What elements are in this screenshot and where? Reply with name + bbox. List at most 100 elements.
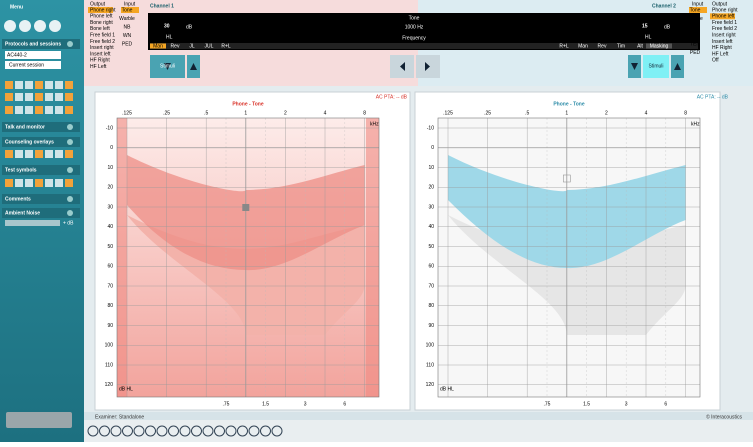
tool-icon[interactable] <box>55 81 63 89</box>
tool-icon[interactable] <box>55 93 63 101</box>
output-option[interactable]: Insert left <box>712 39 733 45</box>
tool-icon[interactable] <box>25 106 33 114</box>
tool-icon[interactable] <box>15 150 23 158</box>
input-option[interactable]: Tone <box>690 7 701 13</box>
tool-icon[interactable] <box>35 81 43 89</box>
input-option[interactable]: Warble <box>119 16 135 22</box>
output-option[interactable]: Insert right <box>90 45 114 51</box>
output-option[interactable]: Free field 2 <box>712 26 737 32</box>
output-option[interactable]: HF Right <box>712 45 732 51</box>
input-option[interactable]: Tone <box>122 7 133 13</box>
toolbar-button[interactable] <box>191 425 202 437</box>
tool-icon[interactable] <box>45 179 53 187</box>
output-option[interactable]: Insert left <box>90 51 111 57</box>
tool-icon[interactable] <box>25 81 33 89</box>
input-option[interactable]: WN <box>123 33 132 39</box>
input-option[interactable]: PED <box>122 41 133 47</box>
tool-icon[interactable] <box>35 179 43 187</box>
input-option[interactable]: WN <box>691 33 700 39</box>
toolbar-button[interactable] <box>225 425 237 437</box>
toolbar-button[interactable] <box>202 425 214 437</box>
toolbar-button[interactable] <box>133 425 145 437</box>
collapse-button[interactable] <box>67 139 73 145</box>
session-select[interactable] <box>5 61 61 69</box>
output-option[interactable]: Bone left <box>90 26 110 32</box>
input-option[interactable]: PED <box>690 50 701 56</box>
toolbar-button[interactable] <box>122 425 133 437</box>
output-option[interactable]: Free field 1 <box>90 33 115 39</box>
output-option[interactable]: HF Right <box>90 58 110 64</box>
tool-icon[interactable] <box>55 179 63 187</box>
tool-icon[interactable] <box>15 81 23 89</box>
toolbar-button[interactable] <box>214 425 225 437</box>
tool-icon[interactable] <box>65 93 73 101</box>
protocol-select[interactable] <box>5 51 61 59</box>
input-option[interactable]: TEN <box>690 41 700 47</box>
output-option[interactable]: Insert right <box>712 33 736 39</box>
input-option[interactable]: Warble <box>687 16 703 22</box>
stimulus: Tone <box>409 15 420 21</box>
db-label: 0 <box>431 145 434 151</box>
output-option[interactable]: Free field 1 <box>712 20 737 26</box>
toolbar-button[interactable] <box>271 425 283 437</box>
collapse-button[interactable] <box>67 210 73 216</box>
tool-icon[interactable] <box>25 93 33 101</box>
output-option[interactable]: HF Left <box>90 64 107 70</box>
toolbar-button[interactable] <box>156 425 168 437</box>
output-option[interactable]: Phone left <box>90 14 113 20</box>
toolbar-button[interactable] <box>145 425 156 437</box>
toolbar-button[interactable] <box>248 425 260 437</box>
tool-icon[interactable] <box>5 179 13 187</box>
toolbar-icon[interactable] <box>34 20 46 32</box>
output-option[interactable]: Off <box>712 58 719 64</box>
toolbar-button[interactable] <box>260 425 271 437</box>
toolbar-button[interactable] <box>168 425 179 437</box>
tool-icon[interactable] <box>35 106 43 114</box>
tool-icon[interactable] <box>65 179 73 187</box>
tool-icon[interactable] <box>15 106 23 114</box>
toolbar-button[interactable] <box>110 425 122 437</box>
tool-icon[interactable] <box>5 81 13 89</box>
toolbar-icon[interactable] <box>4 20 16 32</box>
tool-icon[interactable] <box>5 106 13 114</box>
tool-icon[interactable] <box>45 106 53 114</box>
stimuli-button[interactable] <box>643 55 669 78</box>
tool-icon[interactable] <box>65 81 73 89</box>
input-option[interactable]: NB <box>124 24 132 30</box>
output-option[interactable]: Phone right <box>90 7 116 13</box>
toolbar-icon[interactable] <box>19 20 31 32</box>
tool-icon[interactable] <box>5 150 13 158</box>
tool-icon[interactable] <box>5 93 13 101</box>
tool-icon[interactable] <box>25 150 33 158</box>
output-option[interactable]: Free field 2 <box>90 39 115 45</box>
collapse-button[interactable] <box>67 41 73 47</box>
frequency-label: .25 <box>163 110 170 116</box>
output-option[interactable]: Phone right <box>712 7 738 13</box>
db-label: 80 <box>107 303 113 309</box>
tool-icon[interactable] <box>45 81 53 89</box>
tool-icon[interactable] <box>65 106 73 114</box>
toolbar-button[interactable] <box>179 425 191 437</box>
collapse-button[interactable] <box>67 167 73 173</box>
tool-icon[interactable] <box>15 93 23 101</box>
tool-icon[interactable] <box>45 150 53 158</box>
tool-icon[interactable] <box>25 179 33 187</box>
toolbar-button[interactable] <box>99 425 110 437</box>
collapse-button[interactable] <box>67 124 73 130</box>
tool-icon[interactable] <box>35 93 43 101</box>
input-option[interactable]: NB <box>692 24 700 30</box>
output-option[interactable]: Phone left <box>712 14 735 20</box>
toolbar-icon[interactable] <box>49 20 61 32</box>
tool-icon[interactable] <box>55 106 63 114</box>
tool-icon[interactable] <box>35 150 43 158</box>
collapse-button[interactable] <box>67 196 73 202</box>
tool-icon[interactable] <box>55 150 63 158</box>
output-option[interactable]: Bone right <box>90 20 113 26</box>
output-option[interactable]: HF Left <box>712 51 729 57</box>
toolbar-button[interactable] <box>237 425 248 437</box>
tool-icon[interactable] <box>15 179 23 187</box>
tool-icon[interactable] <box>45 93 53 101</box>
frequency-label: 2 <box>284 110 287 116</box>
tool-icon[interactable] <box>65 150 73 158</box>
toolbar-button[interactable] <box>87 425 99 437</box>
